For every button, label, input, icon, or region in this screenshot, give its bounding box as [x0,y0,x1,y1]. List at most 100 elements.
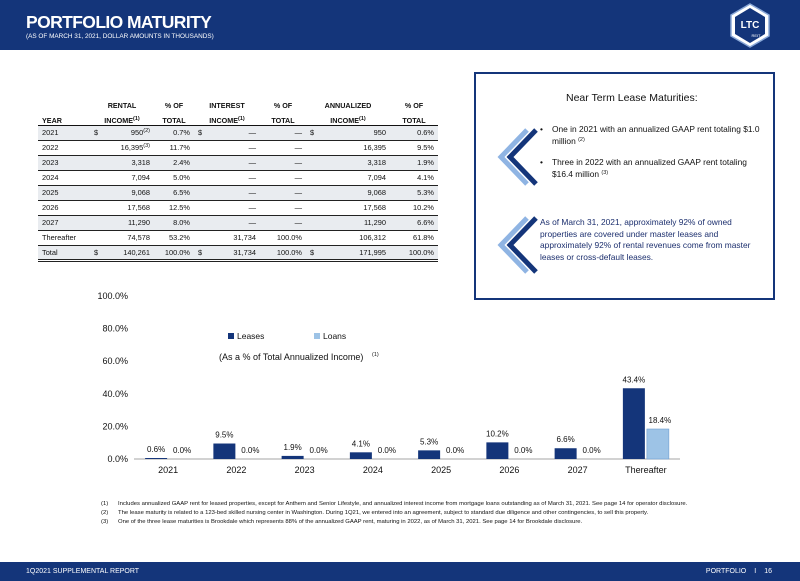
data-label-leases: 6.6% [557,435,575,444]
data-label-leases: 10.2% [486,429,509,438]
table-row: Thereafter 74,578 53.2% 31,734 100.0% 106,312… [38,230,438,246]
legend-swatch-leases [228,333,234,339]
legend-label-loans: Loans [323,331,346,341]
data-label-leases: 0.6% [147,445,165,454]
footnote-ref: (3) [601,170,609,176]
footnote: (1) Includes annualized GAAP rent for lea… [101,500,741,509]
cell-annual: 7,094 [306,170,390,186]
maturity-table: RENTAL % OF INTEREST % OF ANNUALIZED % O… [38,95,438,262]
currency-sign: $ [310,247,315,257]
data-label-leases: 4.1% [352,439,370,448]
interest-value: — [248,188,256,197]
cell-rental: 17,568 [90,200,154,216]
bullet-text: Three in 2022 with an annualized GAAP re… [552,157,747,179]
rental-value: 9,068 [131,188,151,197]
cell-interest-pct: — [260,200,306,216]
y-tick-label: 60.0% [102,356,128,366]
page-number: 16 [764,568,772,575]
annual-value: 106,312 [359,233,386,242]
y-tick-label: 20.0% [102,421,128,431]
chevron-arrows-icon [497,128,538,186]
cell-year: 2022 [38,140,90,156]
rental-value: 17,568 [127,203,150,212]
footer-bar: 1Q2021 SUPPLEMENTAL REPORT PORTFOLIO I 16 [0,562,800,581]
report-name: 1Q2021 SUPPLEMENTAL REPORT [26,568,140,575]
y-tick-label: 40.0% [102,389,128,399]
col-header: RENTAL [107,101,137,110]
bar-loans [646,428,670,460]
bar-leases [349,452,372,459]
near-term-box: Near Term Lease Maturities: • One in 2021… [474,72,775,300]
footnotes: (1) Includes annualized GAAP rent for lea… [101,500,741,527]
col-header: % OF [404,101,424,110]
bar-leases [486,442,509,459]
logo-text: LTC [741,20,760,31]
cell-annual-pct: 1.9% [390,155,438,171]
rental-value: 7,094 [131,173,151,182]
page-info: PORTFOLIO I 16 [698,568,772,575]
cell-interest: — [194,170,260,186]
header-bar: PORTFOLIO MATURITY (AS OF MARCH 31, 2021… [0,0,800,50]
col-header: ANNUALIZED [324,101,372,110]
cell-annual-pct: 9.5% [390,140,438,156]
cell-interest-pct: 100.0% [260,245,306,262]
bullet-icon: • [540,157,543,167]
cell-interest: — [194,185,260,201]
annual-value: 9,068 [367,188,387,197]
cell-year: 2023 [38,155,90,171]
cell-interest: — [194,200,260,216]
table-row: 2025 9,068 6.5% — —9,068 5.3% [38,185,438,201]
bullet-icon: • [540,124,543,134]
footnote-ref: (1) [238,115,245,122]
x-tick-label: 2021 [158,465,178,475]
cell-rental-pct: 53.2% [154,230,194,246]
cell-interest-pct: — [260,155,306,171]
currency-sign: $ [198,128,203,137]
footnote-number: (1) [101,501,109,507]
interest-value: — [248,128,256,137]
cell-interest: — [194,155,260,171]
data-label-leases: 5.3% [420,437,438,446]
table-row: Total $140,261 100.0% $31,734 100.0% $171,995… [38,245,438,262]
cell-rental: 9,068 [90,185,154,201]
table-row: 2023 3,318 2.4% — —3,318 1.9% [38,155,438,171]
y-tick-label: 100.0% [97,291,128,301]
col-header: INCOME [209,115,238,125]
data-label-loans: 0.0% [446,446,464,455]
annual-value: 171,995 [359,247,386,257]
bar-leases [418,450,441,459]
data-label-leases: 9.5% [215,431,233,440]
cell-interest-pct: — [260,170,306,186]
footnote-ref: (1) [359,115,366,122]
footnote-ref: (1) [133,115,140,122]
cell-annual-pct: 10.2% [390,200,438,216]
col-header: TOTAL [390,110,438,126]
chart-annotation: (As a % of Total Annualized Income) [219,352,363,362]
currency-sign: $ [94,128,99,137]
cell-annual: 9,068 [306,185,390,201]
page-subtitle: (AS OF MARCH 31, 2021, DOLLAR AMOUNTS IN… [26,33,214,40]
y-tick-label: 0.0% [107,454,128,464]
cell-annual: 11,290 [306,215,390,231]
cell-interest-pct: — [260,140,306,156]
annual-value: 7,094 [367,173,387,182]
cell-interest-pct: — [260,215,306,231]
x-tick-label: 2025 [431,465,451,475]
cell-year: 2025 [38,185,90,201]
cell-year: Total [38,245,90,262]
section-name: PORTFOLIO [705,568,747,575]
cell-year: 2024 [38,170,90,186]
table-row: 2027 11,290 8.0% — — 11,290 6.6% [38,215,438,231]
cell-interest-pct: — [260,125,306,141]
col-header: TOTAL [260,110,306,126]
data-label-loans: 0.0% [514,446,532,455]
cell-rental-pct: 8.0% [154,215,194,231]
maturity-chart: 0.0% 20.0% 40.0% 60.0% 80.0% 100.0% 2021 0.6% 0.… [97,291,680,475]
cell-annual: 3,318 [306,155,390,171]
bar-leases [213,443,236,459]
legend-label-leases: Leases [237,331,264,341]
interest-value: — [248,143,256,152]
annual-value: 16,395 [363,143,386,152]
cell-interest: 31,734 [194,230,260,246]
